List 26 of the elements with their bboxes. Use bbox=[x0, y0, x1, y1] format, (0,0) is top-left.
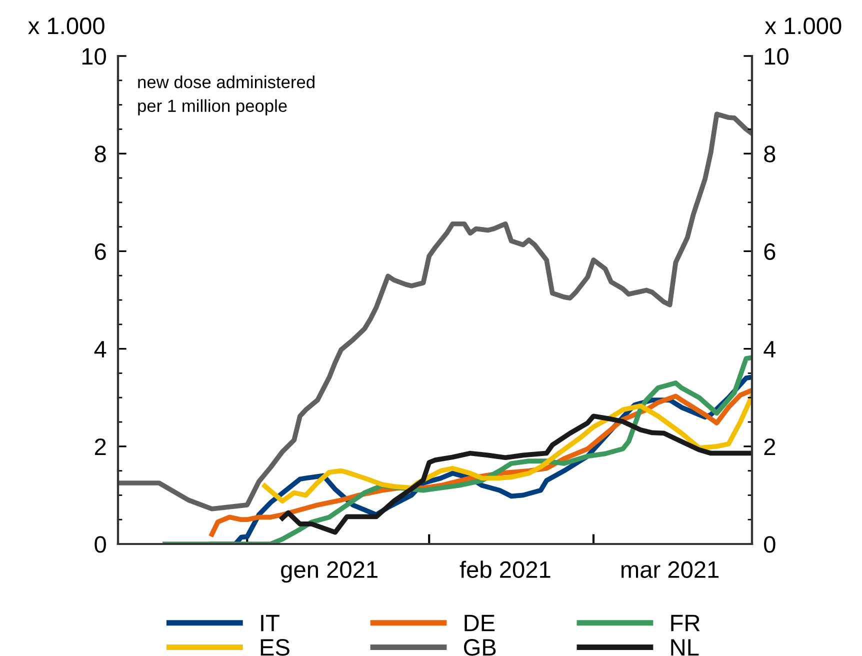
x-tick-label: mar 2021 bbox=[622, 561, 719, 578]
y-tick-label: 6 bbox=[94, 243, 106, 260]
line-series bbox=[280, 414, 752, 535]
x-tick-label: gen 2021 bbox=[281, 561, 378, 583]
y2-tick-label: 6 bbox=[764, 243, 776, 260]
annotation: new dose administered per 1 million people bbox=[138, 76, 314, 116]
legend-label: NL bbox=[671, 639, 699, 656]
y-tick-label: 8 bbox=[94, 146, 106, 162]
y-tick-label: 4 bbox=[94, 341, 106, 358]
x-tick-label: feb 2021 bbox=[460, 560, 550, 578]
legend-label: FR bbox=[671, 614, 700, 632]
line-series bbox=[262, 394, 752, 504]
legend-label: ES bbox=[260, 639, 290, 656]
y2-tick-label: 0 bbox=[764, 536, 776, 553]
y-tick-label: 0 bbox=[94, 536, 106, 553]
y-tick-label: 10 bbox=[82, 48, 106, 65]
legend-label: DE bbox=[464, 614, 495, 632]
y2-tick-label: 4 bbox=[764, 341, 776, 358]
y-tick-label: 2 bbox=[94, 438, 106, 455]
y2-axis-title: x 1.000 bbox=[764, 18, 842, 34]
legend-label: GB bbox=[464, 639, 496, 656]
y2-tick-label: 10 bbox=[764, 48, 788, 65]
y2-tick-label: 8 bbox=[764, 146, 776, 162]
y2-tick-label: 2 bbox=[764, 438, 776, 455]
y-axis-title: x 1.000 bbox=[28, 18, 104, 34]
legend-label: IT bbox=[261, 614, 280, 632]
